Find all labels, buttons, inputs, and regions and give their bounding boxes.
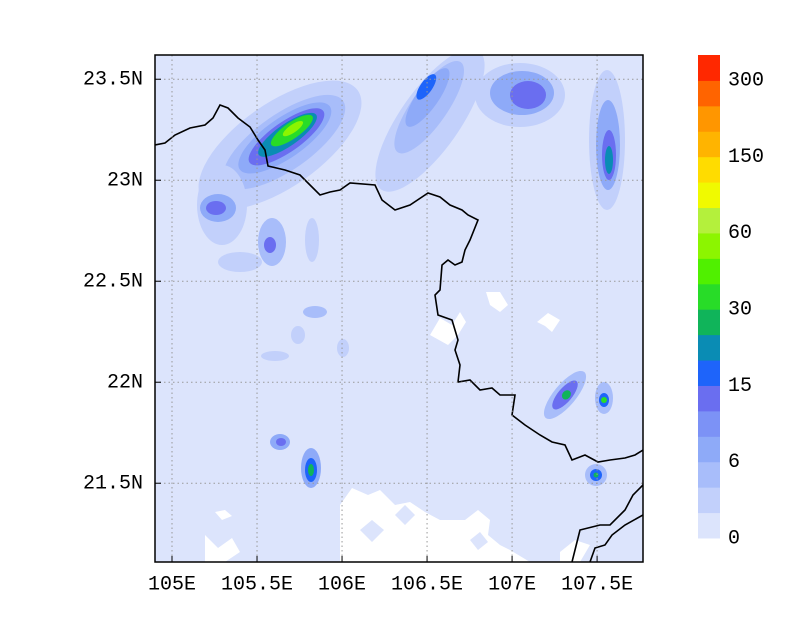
y-tick-label: 22.5N — [83, 271, 143, 294]
islands — [360, 505, 488, 550]
colorbar-label: 150 — [728, 146, 764, 169]
grid — [155, 55, 643, 562]
plot-frame — [154, 54, 644, 563]
x-tick-label: 106.5E — [391, 573, 463, 596]
y-tick-label: 21.5N — [83, 473, 143, 496]
field — [155, 55, 643, 562]
colorbar-segment — [698, 207, 720, 234]
colorbar-segment — [698, 131, 720, 158]
coastline — [589, 514, 643, 562]
x-tick-label: 107E — [488, 573, 536, 596]
colorbar-label: 0 — [728, 527, 740, 550]
y-tick-label: 23N — [107, 170, 143, 193]
colorbar-segment — [698, 487, 720, 514]
colorbar-label: 60 — [728, 222, 752, 245]
colorbar-segment — [698, 55, 720, 81]
colorbar-label: 30 — [728, 298, 752, 321]
borders — [155, 104, 643, 562]
y-tick-label: 23.5N — [83, 69, 143, 92]
y-tick-label: 22N — [107, 372, 143, 395]
border — [155, 104, 643, 463]
blob — [375, 55, 485, 192]
colorbar-segment — [698, 182, 720, 209]
patch — [486, 292, 508, 312]
colorbar-segment — [698, 80, 720, 107]
colorbar: 0 6 15 30 60 150 300 — [698, 55, 764, 550]
colorbar-segment — [698, 334, 720, 361]
x-tick-label: 105.5E — [221, 573, 293, 596]
colorbar-segment — [698, 156, 720, 183]
colorbar-segment — [698, 512, 720, 539]
blob — [543, 370, 587, 420]
coastline — [571, 484, 643, 562]
colorbar-segment — [698, 410, 720, 437]
patch — [537, 313, 560, 332]
x-tick-label: 106E — [318, 573, 366, 596]
patch — [215, 510, 232, 520]
patch — [430, 312, 466, 345]
patch — [205, 535, 240, 562]
colorbar-segment — [698, 105, 720, 132]
colorbar-segment — [698, 461, 720, 488]
axes: 105E 105.5E 106E 106.5E 107E 107.5E 21.5N 22N 22… — [83, 69, 633, 597]
colorbar-label: 6 — [728, 451, 740, 474]
island — [395, 505, 415, 525]
island — [360, 520, 384, 542]
colorbar-label: 300 — [728, 70, 764, 93]
colorbar-segment — [698, 232, 720, 259]
colorbar-segment — [698, 309, 720, 336]
colorbar-segment — [698, 385, 720, 412]
island — [470, 532, 488, 550]
colorbar-segment — [698, 283, 720, 310]
colorbar-segment — [698, 436, 720, 463]
x-tick-label: 107.5E — [561, 573, 633, 596]
colorbar-segment — [698, 360, 720, 386]
colorbar-label: 15 — [728, 375, 752, 398]
precip-areas — [197, 55, 625, 488]
x-tick-label: 105E — [148, 573, 196, 596]
colorbar-segment — [698, 258, 720, 285]
